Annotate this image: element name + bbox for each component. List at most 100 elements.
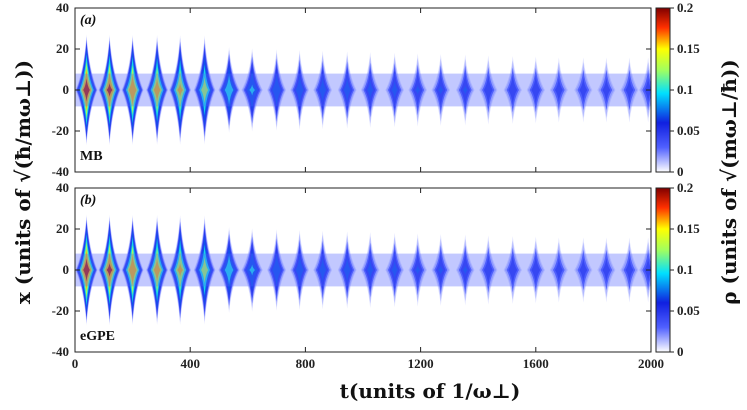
density-contour (343, 257, 351, 283)
density-contour (625, 257, 634, 283)
density-lobe (290, 49, 310, 131)
x-tick-label: 800 (296, 356, 316, 371)
density-lobe (313, 50, 333, 130)
density-lobe (479, 55, 498, 125)
x-tick-label: 1200 (408, 356, 434, 371)
density-lobe (574, 57, 593, 123)
density-contour (483, 254, 493, 286)
density-lobe (218, 47, 240, 133)
density-lobe (290, 229, 310, 311)
y-tick-label: 40 (56, 180, 69, 195)
colorbar-tick-label: 0.05 (677, 123, 700, 138)
colorbar-egpe: 0 0.05 0.1 0.15 0.2 (655, 180, 700, 359)
density-lobe (193, 215, 216, 325)
density-lobe (146, 34, 169, 146)
density-lobe (385, 52, 405, 128)
density-contour (391, 80, 398, 100)
density-lobe (503, 236, 522, 304)
x-tick-label: 0 (72, 356, 79, 371)
density-lobe (146, 214, 169, 326)
density-contour (295, 255, 304, 285)
density-lobe (385, 232, 405, 308)
panel-egpe-y-ticks: -40 -20 0 20 40 (52, 180, 651, 359)
density-lobe (455, 54, 475, 126)
density-contour (128, 74, 137, 106)
density-contour (462, 85, 468, 95)
density-lobe (479, 235, 498, 305)
y-tick-label: -40 (52, 164, 69, 179)
density-contour (579, 257, 588, 283)
density-core-band (75, 73, 651, 107)
density-contour (531, 75, 541, 105)
density-contour (153, 257, 161, 283)
density-lobe (408, 233, 427, 307)
density-lobe (121, 214, 144, 326)
density-lobe (241, 48, 263, 132)
density-lobe (503, 56, 522, 124)
density-lobe (549, 57, 568, 123)
density-contour (128, 254, 137, 286)
density-lobe (75, 214, 98, 326)
density-contour (554, 77, 563, 103)
density-contour (367, 80, 374, 100)
density-contour (508, 255, 518, 285)
density-lobe (267, 229, 287, 311)
density-contour (106, 83, 113, 97)
density-lobe (98, 34, 121, 146)
colorbar-tick-label: 0.05 (677, 303, 700, 318)
density-contour (83, 78, 90, 102)
density-lobe (98, 214, 121, 326)
colorbar-tick-label: 0.1 (677, 82, 693, 97)
density-contour (438, 85, 444, 95)
density-lobe (408, 53, 427, 127)
colorbar-tick-label: 0.15 (677, 41, 700, 56)
density-contour (483, 74, 493, 106)
density-contour (343, 77, 351, 103)
colorbar-mb-ticks: 0 0.05 0.1 0.15 0.2 (670, 0, 700, 179)
density-contour (224, 254, 234, 286)
density-contour (295, 75, 304, 105)
density-contour (153, 77, 161, 103)
x-ticks: 0 400 800 1200 1600 2000 (72, 8, 664, 371)
colorbar-mb: 0 0.05 0.1 0.15 0.2 (655, 0, 700, 179)
y-tick-label: -40 (52, 344, 69, 359)
density-contour (602, 257, 611, 283)
density-contour (83, 258, 90, 282)
y-axis-label: x (units of √(ħ/mω⊥)) (11, 60, 35, 304)
panel-egpe-tag: (b) (80, 193, 96, 208)
density-lobe (360, 52, 380, 128)
colorbar-tick-label: 0.15 (677, 221, 700, 236)
colorbar-tick-label: 0.1 (677, 262, 693, 277)
density-contour (201, 256, 209, 284)
density-lobe (526, 236, 545, 304)
density-core-band (75, 253, 651, 287)
density-contour (602, 77, 611, 103)
colorbar-tick-label: 0.2 (677, 0, 693, 15)
density-contour (531, 255, 541, 285)
density-contour (249, 84, 255, 96)
colorbar-label: ρ (units of √(mω⊥/ħ)) (717, 59, 741, 305)
y-tick-label: 20 (56, 41, 69, 56)
colorbar-egpe-bar (655, 187, 671, 353)
density-contour (201, 76, 209, 104)
density-lobe (620, 57, 639, 123)
y-tick-label: 20 (56, 221, 69, 236)
panel-egpe-model-label: eGPE (80, 329, 115, 344)
density-lobe (597, 57, 616, 123)
density-lobe (193, 35, 216, 145)
density-lobe (431, 54, 451, 126)
density-contour (554, 257, 563, 283)
density-lobe (455, 234, 475, 306)
colorbar-tick-label: 0 (677, 164, 684, 179)
x-tick-label: 400 (180, 356, 200, 371)
density-lobe (549, 237, 568, 303)
density-contour (106, 263, 113, 277)
density-contour (319, 77, 327, 103)
density-contour (438, 265, 444, 275)
density-lobe (218, 227, 240, 313)
colorbar-egpe-ticks: 0 0.05 0.1 0.15 0.2 (670, 180, 700, 359)
y-tick-label: -20 (52, 123, 69, 138)
colorbar-tick-label: 0 (677, 344, 684, 359)
colorbar-mb-bar (655, 7, 671, 173)
density-lobe (337, 51, 357, 129)
